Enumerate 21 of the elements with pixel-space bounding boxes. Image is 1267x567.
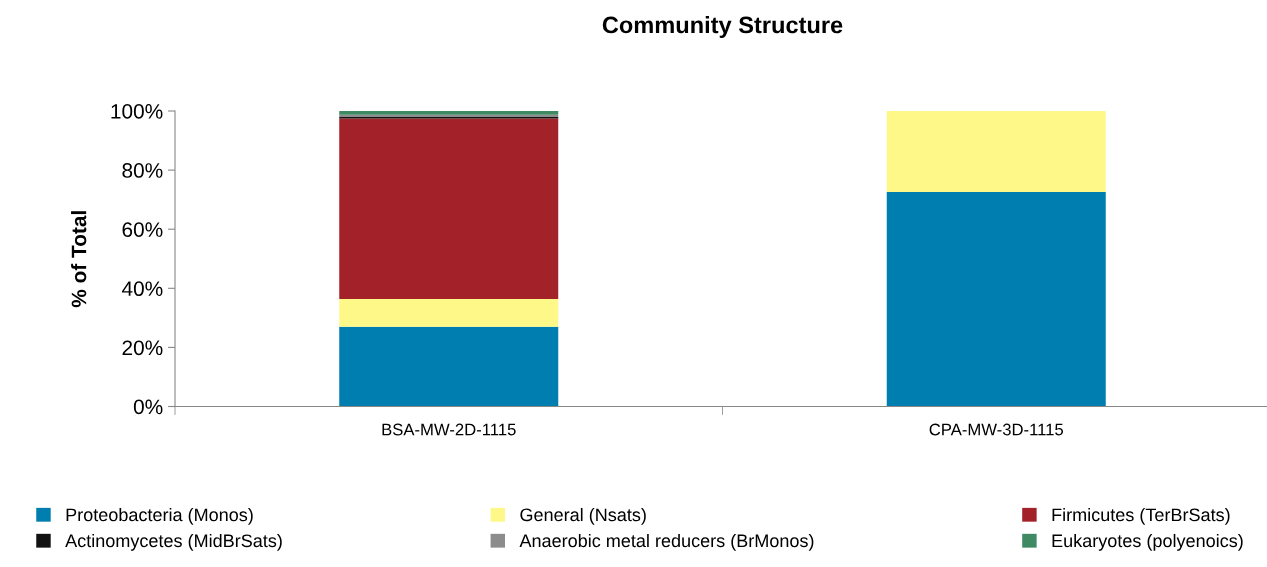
x-tick-label: CPA-MW-3D-1115 (929, 423, 1064, 436)
y-tick-label: 40% (121, 281, 163, 297)
chart-title: Community Structure (602, 16, 843, 38)
x-tick-label: BSA-MW-2D-1115 (382, 423, 516, 436)
y-tick-label: 20% (122, 340, 163, 356)
bar (886, 191, 1106, 407)
bar (339, 326, 559, 407)
legend-label: Anaerobic metal reducers (BrMonos) (519, 533, 814, 551)
legend-label: Actinomycetes (MidBrSats) (65, 533, 282, 551)
bar (339, 298, 559, 327)
y-tick-label: 100% (111, 104, 163, 119)
legend-label: Proteobacteria (Monos) (66, 507, 253, 525)
y-axis-title: % of Total (71, 211, 87, 308)
legend-label: General (Nsats) (520, 507, 646, 525)
y-tick-label: 60% (122, 222, 163, 237)
legend-label: Eukaryotes (polyenoics) (1052, 533, 1243, 551)
bar (339, 118, 559, 299)
y-tick-label: 0% (133, 399, 163, 415)
legend-label: Firmicutes (TerBrSats) (1052, 507, 1230, 525)
bar (886, 111, 1106, 192)
y-tick-label: 80% (122, 163, 163, 178)
